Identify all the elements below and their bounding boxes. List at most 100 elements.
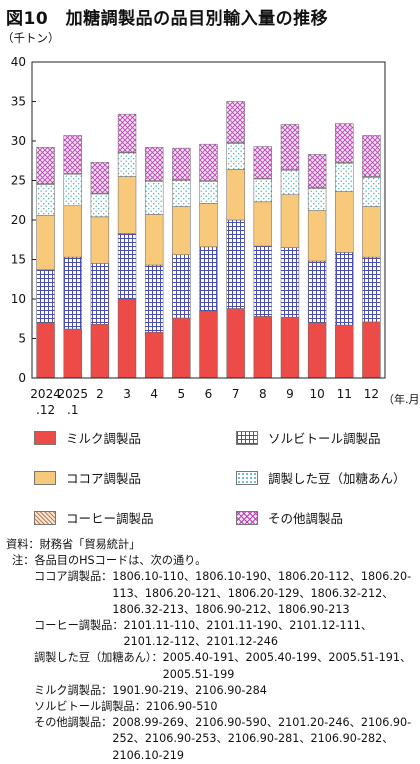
y-axis-unit-label: （千トン）: [2, 31, 60, 45]
bar-segment-other: [144, 147, 164, 181]
bar-segment-milk: [36, 322, 55, 379]
legend-swatch-other: [236, 510, 258, 525]
bar-segment-other: [90, 162, 110, 194]
hs-note-codes: 2008.99-269、2106.90-590、2101.20-246、2106…: [112, 716, 412, 762]
legend-swatch-cocoa: [34, 470, 56, 485]
hs-note-label: コーヒー調製品：: [34, 619, 124, 633]
hs-note-label: 調製した豆（加糖あん）：: [34, 651, 163, 665]
bar-segment-cocoa: [362, 206, 381, 258]
bar-segment-cocoa: [90, 216, 110, 264]
hs-note-beans: 調製した豆（加糖あん）： 2005.40-191、2005.40-199、200…: [6, 650, 416, 682]
bar-segment-cocoa: [335, 191, 354, 253]
bar-segment-cocoa: [226, 169, 245, 221]
legend-item-other: その他調製品: [236, 508, 343, 527]
bar-segment-sorbitol: [335, 252, 354, 326]
bar-segment-cocoa: [63, 205, 82, 258]
bar-segment-milk: [172, 317, 191, 379]
bar-segment-other: [226, 101, 245, 143]
legend-item-beans: 調製した豆（加糖あん）: [236, 468, 406, 487]
bar-segment-sorbitol: [36, 269, 55, 323]
x-tick-label: 3: [123, 387, 131, 401]
hs-note-label: ソルビトール調製品：: [34, 700, 146, 714]
y-tick-label: 30: [11, 134, 26, 148]
x-tick-label: 2: [96, 387, 104, 401]
legend-swatch-milk: [34, 430, 56, 445]
x-tick-label: 2025: [57, 387, 88, 401]
bar-segment-sorbitol: [199, 246, 218, 312]
source-note: 資料：財務省「貿易統計」: [6, 538, 141, 551]
bar-segment-other: [36, 147, 55, 184]
legend-item-sorbitol: ソルビトール調製品: [236, 428, 381, 447]
plot-area-frame: [31, 61, 386, 379]
bar-segment-sorbitol: [172, 254, 191, 319]
x-tick-label: 9: [286, 387, 294, 401]
bar-segment-other: [63, 135, 82, 174]
hs-note-label: その他調製品：: [34, 716, 113, 730]
bar-segment-beans: [362, 177, 381, 207]
bar-segment-cocoa: [117, 176, 137, 234]
hs-note-codes: 2005.40-191、2005.40-199、2005.51-191、2005…: [162, 651, 412, 681]
bar-segment-sorbitol: [362, 256, 381, 323]
bar-segment-beans: [199, 181, 218, 204]
bar-segment-beans: [280, 169, 300, 195]
legend-label-beans: 調製した豆（加糖あん）: [268, 471, 406, 486]
bar-segment-other: [362, 135, 381, 177]
bar-segment-milk: [117, 298, 137, 379]
x-tick-sublabel: .1: [67, 403, 78, 417]
hs-note-other: その他調製品： 2008.99-269、2106.90-590、2101.20-…: [6, 715, 416, 764]
bar-segment-beans: [226, 143, 245, 170]
bar-segment-sorbitol: [90, 263, 110, 325]
bar-segment-milk: [63, 328, 82, 379]
y-tick-label: 15: [11, 253, 26, 267]
bar-segment-milk: [199, 310, 218, 379]
bar-segment-milk: [335, 324, 354, 379]
x-tick-label: 10: [309, 387, 324, 401]
bar-segment-milk: [144, 331, 164, 379]
bar-segment-beans: [307, 188, 327, 211]
bar-segment-cocoa: [253, 201, 273, 247]
x-axis-unit-label: （年.月）: [383, 392, 420, 406]
x-tick-label: 12: [364, 387, 379, 401]
bar-segment-milk: [280, 316, 300, 379]
hs-note-label: ココア調製品：: [34, 570, 113, 584]
chart-notes: 資料：財務省「貿易統計」 注：各品目のHSコードは、次の通り。 ココア調製品： …: [6, 537, 416, 764]
bar-segment-sorbitol: [307, 260, 327, 323]
bar-segment-beans: [144, 181, 164, 215]
bar-segment-beans: [63, 173, 82, 207]
y-tick-label: 25: [11, 174, 26, 188]
legend-label-milk: ミルク調製品: [66, 431, 142, 446]
bar-segment-other: [172, 147, 191, 180]
hs-note-label: ミルク調製品：: [34, 683, 113, 697]
chart-legend: ミルク調製品 ソルビトール調製品 ココア調製品 調製した豆（加糖あん） コーヒー…: [0, 424, 420, 536]
hs-note-codes: 2106.90-510: [145, 700, 218, 714]
legend-swatch-coffee: [34, 510, 56, 525]
bar-segment-cocoa: [172, 206, 191, 256]
bar-segment-other: [280, 124, 300, 170]
bar-segment-cocoa: [280, 194, 300, 248]
legend-label-other: その他調製品: [268, 511, 344, 526]
hs-note-milk: ミルク調製品： 1901.90-219、2106.90-284: [6, 683, 416, 699]
legend-item-milk: ミルク調製品: [34, 428, 141, 447]
x-tick-label: 8: [259, 387, 267, 401]
bar-segment-beans: [172, 180, 191, 207]
bar-segment-beans: [253, 178, 273, 203]
bar-segment-beans: [117, 152, 137, 177]
x-tick-label: 11: [337, 387, 352, 401]
figure-title: 図10 加糖調製品の品目別輸入量の推移: [6, 9, 329, 29]
hs-note-codes: 2101.11-110、2101.11-190、2101.12-111、2101…: [123, 619, 373, 649]
legend-swatch-sorbitol: [236, 430, 258, 445]
legend-label-cocoa: ココア調製品: [66, 471, 142, 486]
x-tick-label: 7: [232, 387, 240, 401]
hs-note-coffee: コーヒー調製品： 2101.11-110、2101.11-190、2101.12…: [6, 618, 416, 650]
x-tick-label: 4: [150, 387, 158, 401]
bar-segment-sorbitol: [280, 247, 300, 318]
x-tick-label: 2024: [30, 387, 61, 401]
y-tick-label: 10: [11, 292, 26, 306]
legend-swatch-beans: [236, 470, 258, 485]
hs-note-codes: 1901.90-219、2106.90-284: [112, 683, 267, 697]
y-tick-label: 35: [11, 95, 26, 109]
y-tick-label: 5: [18, 332, 26, 346]
bar-segment-other: [253, 146, 273, 179]
legend-label-coffee: コーヒー調製品: [66, 511, 154, 526]
